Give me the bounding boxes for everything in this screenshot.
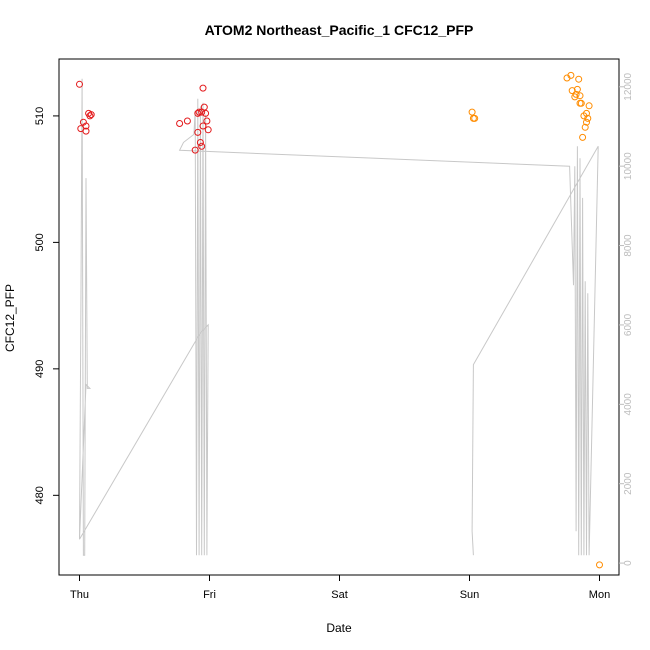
data-point xyxy=(199,84,207,92)
data-point xyxy=(86,112,94,120)
data-point xyxy=(196,139,204,146)
x-tick-label: Mon xyxy=(589,589,610,601)
points-layer xyxy=(76,71,603,569)
data-point xyxy=(198,142,206,150)
data-point xyxy=(195,108,203,116)
data-point xyxy=(573,85,581,93)
data-point xyxy=(200,103,208,111)
data-point xyxy=(82,122,90,130)
data-point xyxy=(191,146,199,154)
data-point xyxy=(579,133,587,141)
data-point xyxy=(76,80,83,88)
data-point xyxy=(199,122,207,130)
y2-tick-label: 0 xyxy=(623,560,634,566)
x-tick-label: Thu xyxy=(70,589,89,601)
plot-frame xyxy=(58,58,620,576)
data-point xyxy=(572,90,580,98)
data-point xyxy=(194,128,202,136)
data-point xyxy=(568,87,576,95)
y-tick-label: 510 xyxy=(34,107,46,125)
data-point xyxy=(585,102,593,110)
y2-tick-label: 6000 xyxy=(623,313,634,336)
data-point xyxy=(583,109,590,117)
y2-tick-label: 8000 xyxy=(623,234,634,257)
y-tick-label: 490 xyxy=(34,360,46,378)
data-point xyxy=(576,92,584,100)
chart-title: ATOM2 Northeast_Pacific_1 CFC12_PFP xyxy=(205,22,474,38)
data-point xyxy=(204,126,212,134)
y2-axis-altitude: 0 2000 4000 6000 8000 10000 12000 xyxy=(619,72,634,566)
y-tick-label: 500 xyxy=(34,233,46,251)
x-tick-label: Sat xyxy=(331,589,348,601)
y-axis: 480 490 500 510 xyxy=(34,107,60,505)
y-tick-label: 480 xyxy=(34,486,46,504)
altitude-line xyxy=(79,78,599,556)
data-point xyxy=(203,117,211,125)
y-axis-label: CFC12_PFP xyxy=(3,284,17,352)
data-point xyxy=(468,108,476,116)
data-point xyxy=(581,123,589,131)
data-point xyxy=(183,117,191,125)
y2-tick-label: 2000 xyxy=(623,472,634,495)
data-point xyxy=(583,118,590,126)
data-point xyxy=(584,114,592,122)
data-point xyxy=(471,114,479,122)
y2-tick-label: 4000 xyxy=(623,393,634,416)
altitude-layer xyxy=(79,78,599,556)
x-tick-label: Fri xyxy=(203,589,216,601)
y2-tick-label: 12000 xyxy=(623,72,634,100)
data-point xyxy=(82,127,90,135)
x-axis: Thu Fri Sat Sun Mon xyxy=(70,574,610,601)
data-point xyxy=(575,75,583,83)
data-point xyxy=(577,99,585,107)
y2-tick-label: 10000 xyxy=(623,152,634,180)
data-point xyxy=(596,561,603,569)
data-point xyxy=(202,109,210,117)
data-point xyxy=(87,111,95,119)
x-tick-label: Sun xyxy=(460,589,480,601)
data-point xyxy=(176,120,184,127)
data-point xyxy=(194,109,202,117)
x-axis-label: Date xyxy=(326,621,352,635)
data-point xyxy=(567,71,575,79)
